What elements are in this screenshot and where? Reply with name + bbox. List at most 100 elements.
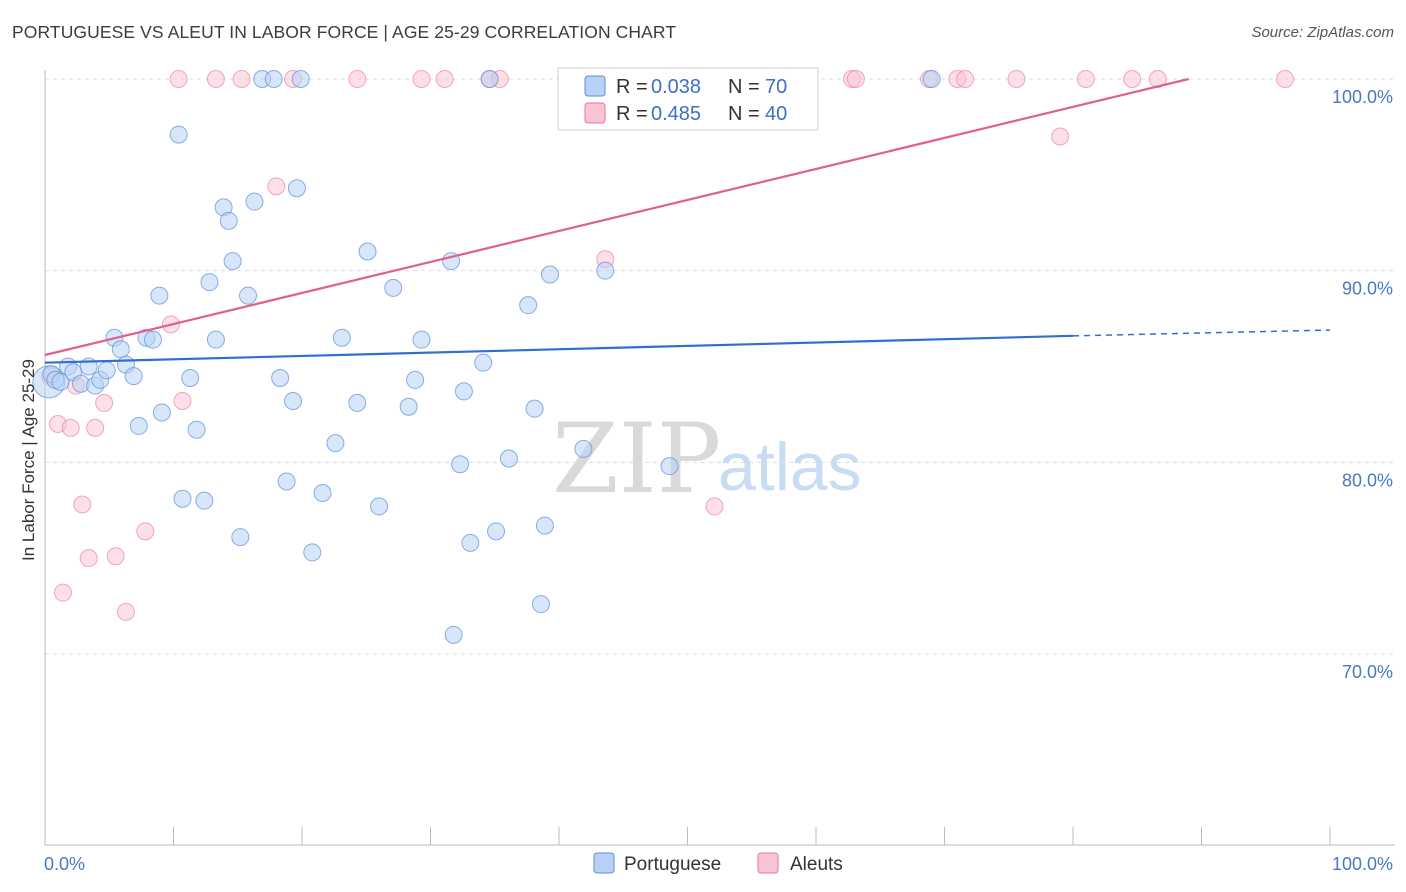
aleut-point: [435, 70, 454, 88]
portuguese-point: [181, 369, 200, 387]
aleut-point: [1051, 127, 1070, 146]
portuguese-point: [499, 449, 518, 468]
aleut-point: [61, 418, 80, 437]
portuguese-point: [348, 393, 367, 412]
aleut-point: [1076, 70, 1095, 88]
portuguese-point: [97, 361, 116, 380]
portuguese-point: [143, 330, 162, 349]
legend-swatch-portuguese: [593, 852, 615, 874]
portuguese-point: [169, 125, 188, 144]
portuguese-points: [32, 70, 941, 644]
watermark: ZIP atlas: [552, 403, 862, 515]
aleut-point: [136, 522, 155, 541]
portuguese-point: [535, 516, 554, 535]
portuguese-point: [152, 403, 171, 422]
portuguese-point: [444, 625, 463, 644]
legend-n-value: 70: [765, 76, 787, 98]
legend-n-label: N =: [728, 76, 760, 98]
aleut-point: [95, 393, 114, 412]
portuguese-point: [358, 242, 377, 261]
portuguese-point: [922, 70, 941, 88]
legend-label-portuguese: Portuguese: [624, 854, 721, 875]
portuguese-point: [451, 455, 470, 474]
x-tick-label: 0.0%: [44, 854, 85, 874]
y-tick-label: 80.0%: [1342, 470, 1393, 490]
legend-swatch-aleut: [584, 102, 606, 124]
aleut-point: [1276, 70, 1295, 88]
watermark-atlas: atlas: [718, 429, 862, 505]
chart-title: PORTUGUESE VS ALEUT IN LABOR FORCE | AGE…: [12, 22, 677, 42]
aleut-point: [846, 70, 865, 88]
portuguese-point: [660, 457, 679, 476]
aleut-point: [79, 549, 98, 568]
portuguese-point: [303, 543, 322, 562]
portuguese-point: [287, 179, 306, 198]
portuguese-point: [519, 296, 538, 315]
portuguese-point: [454, 382, 473, 401]
source-label: Source: ZipAtlas.com: [1251, 24, 1394, 41]
stats-legend: R = 0.038 N = 70 R = 0.485 N = 40: [557, 67, 819, 131]
aleut-point: [348, 70, 367, 88]
portuguese-point: [129, 416, 148, 435]
aleut-point: [705, 497, 724, 516]
portuguese-point: [541, 265, 560, 284]
axes: [44, 70, 1395, 846]
legend-n-value: 40: [765, 103, 787, 125]
portuguese-point: [461, 533, 480, 552]
portuguese-point: [231, 528, 250, 547]
portuguese-point: [487, 522, 506, 541]
portuguese-point: [195, 491, 214, 510]
aleut-point: [1007, 70, 1026, 88]
legend-r-label: R =: [616, 76, 648, 98]
portuguese-point: [124, 367, 143, 386]
portuguese-point: [370, 497, 389, 516]
y-tick-labels: 100.0% 90.0% 80.0% 70.0%: [1332, 87, 1393, 682]
portuguese-point: [291, 70, 310, 88]
portuguese-point: [412, 330, 431, 349]
portuguese-trendline-extension: [1072, 329, 1331, 337]
portuguese-point: [480, 70, 499, 88]
portuguese-point: [277, 472, 296, 491]
legend-swatch-aleut: [757, 852, 779, 874]
aleut-point: [116, 602, 135, 621]
y-tick-label: 100.0%: [1332, 87, 1393, 107]
legend-n-label: N =: [728, 103, 760, 125]
portuguese-point: [384, 278, 403, 297]
x-tick-label: 100.0%: [1332, 854, 1393, 874]
aleut-point: [169, 70, 188, 88]
portuguese-point: [313, 484, 332, 502]
portuguese-point: [532, 595, 551, 614]
portuguese-point: [206, 330, 225, 349]
aleut-point: [86, 418, 105, 437]
portuguese-point: [200, 273, 219, 292]
portuguese-point: [326, 434, 345, 453]
y-tick-label: 90.0%: [1342, 279, 1393, 299]
aleut-point: [53, 583, 72, 602]
legend-r-value: 0.485: [651, 103, 701, 125]
portuguese-point: [51, 372, 70, 391]
portuguese-point: [525, 399, 544, 418]
portuguese-point: [332, 328, 351, 347]
series-legend: Portuguese Aleuts: [593, 852, 843, 875]
aleut-point: [232, 70, 251, 88]
portuguese-point: [406, 370, 425, 389]
portuguese-point: [173, 489, 192, 508]
trendlines: [44, 77, 1331, 364]
x-tick-labels: 0.0% 100.0%: [44, 854, 1393, 874]
aleut-point: [956, 70, 975, 88]
portuguese-point: [111, 340, 130, 359]
portuguese-point: [219, 211, 238, 230]
y-axis-label: In Labor Force | Age 25-29: [19, 359, 38, 561]
aleut-point: [1123, 70, 1142, 88]
portuguese-point: [596, 261, 615, 280]
portuguese-point: [474, 353, 493, 372]
portuguese-point: [150, 286, 169, 305]
portuguese-point: [223, 252, 242, 271]
aleut-point: [73, 495, 92, 514]
aleut-point: [267, 177, 286, 196]
portuguese-point: [574, 439, 593, 458]
legend-swatch-portuguese: [584, 75, 606, 97]
portuguese-point: [264, 70, 283, 88]
aleut-point: [412, 70, 431, 88]
